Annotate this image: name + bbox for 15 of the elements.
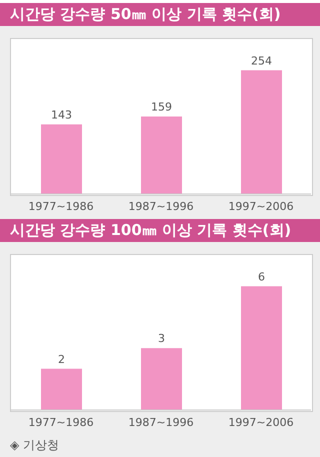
x-tick-label: 1977~1986 [28, 416, 94, 429]
data-label: 143 [51, 108, 72, 122]
data-label: 2 [58, 352, 65, 366]
x-tick-label: 1997~2006 [228, 416, 294, 429]
data-label: 254 [251, 54, 272, 68]
data-label: 159 [151, 100, 172, 114]
chart-title: 시간당 강수량 50㎜ 이상 기록 횟수(회) [0, 3, 320, 26]
x-tick-label: 1987~1996 [128, 200, 194, 213]
text: ◈ 기상청 [10, 437, 60, 454]
data-label: 3 [158, 332, 165, 346]
x-tick-label: 1987~1996 [128, 416, 194, 429]
chart-title: 시간당 강수량 100㎜ 이상 기록 횟수(회) [0, 219, 320, 242]
x-tick-label: 1997~2006 [228, 200, 294, 213]
data-label: 6 [258, 270, 265, 284]
x-tick-label: 1977~1986 [28, 200, 94, 213]
